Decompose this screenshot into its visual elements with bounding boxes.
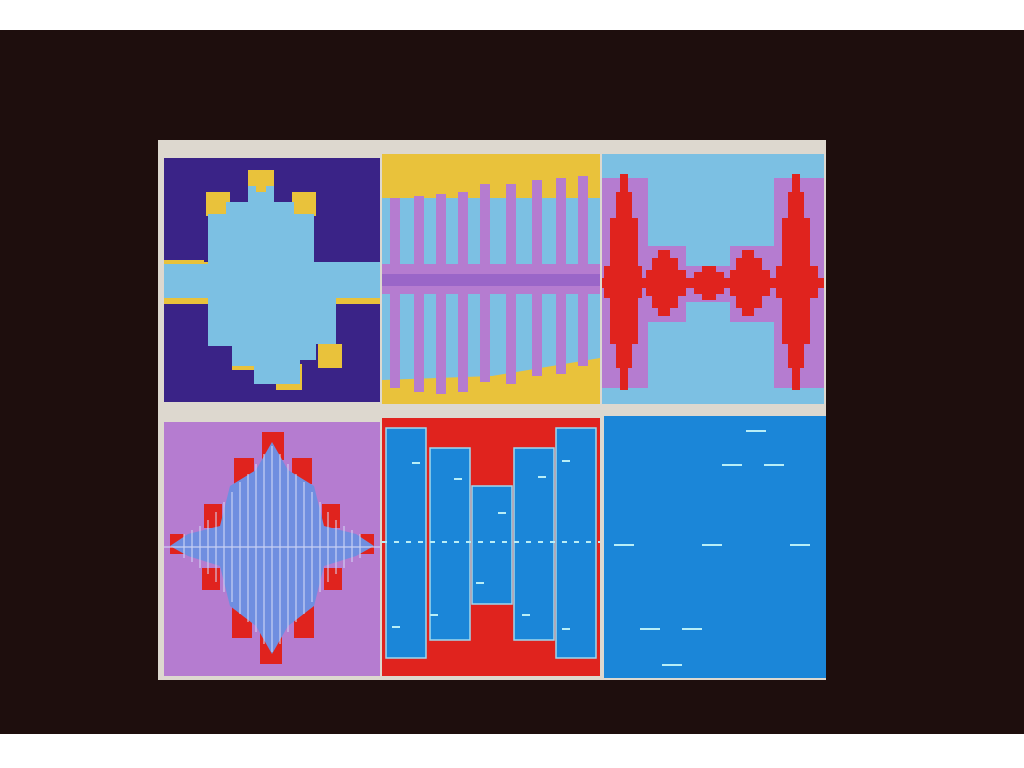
bar-waveform-graphic: [382, 154, 600, 404]
red-waveform-graphic: [602, 154, 824, 404]
blue-diamond-bars-panel: [164, 422, 380, 676]
red-waveform-panel: [602, 154, 824, 404]
blue-columns-panel: [382, 418, 600, 676]
blue-dashes-panel: [604, 416, 826, 678]
panel-grid: [158, 140, 826, 680]
lavender-bar-waveform-panel: [382, 154, 600, 404]
monitor-screen: [0, 30, 1024, 734]
dashes-graphic: [604, 416, 826, 678]
cross-pattern-graphic: [164, 158, 380, 402]
diamond-bars-graphic: [164, 422, 380, 676]
light-blue-cross-pattern-panel: [164, 158, 380, 402]
columns-graphic: [382, 418, 600, 676]
